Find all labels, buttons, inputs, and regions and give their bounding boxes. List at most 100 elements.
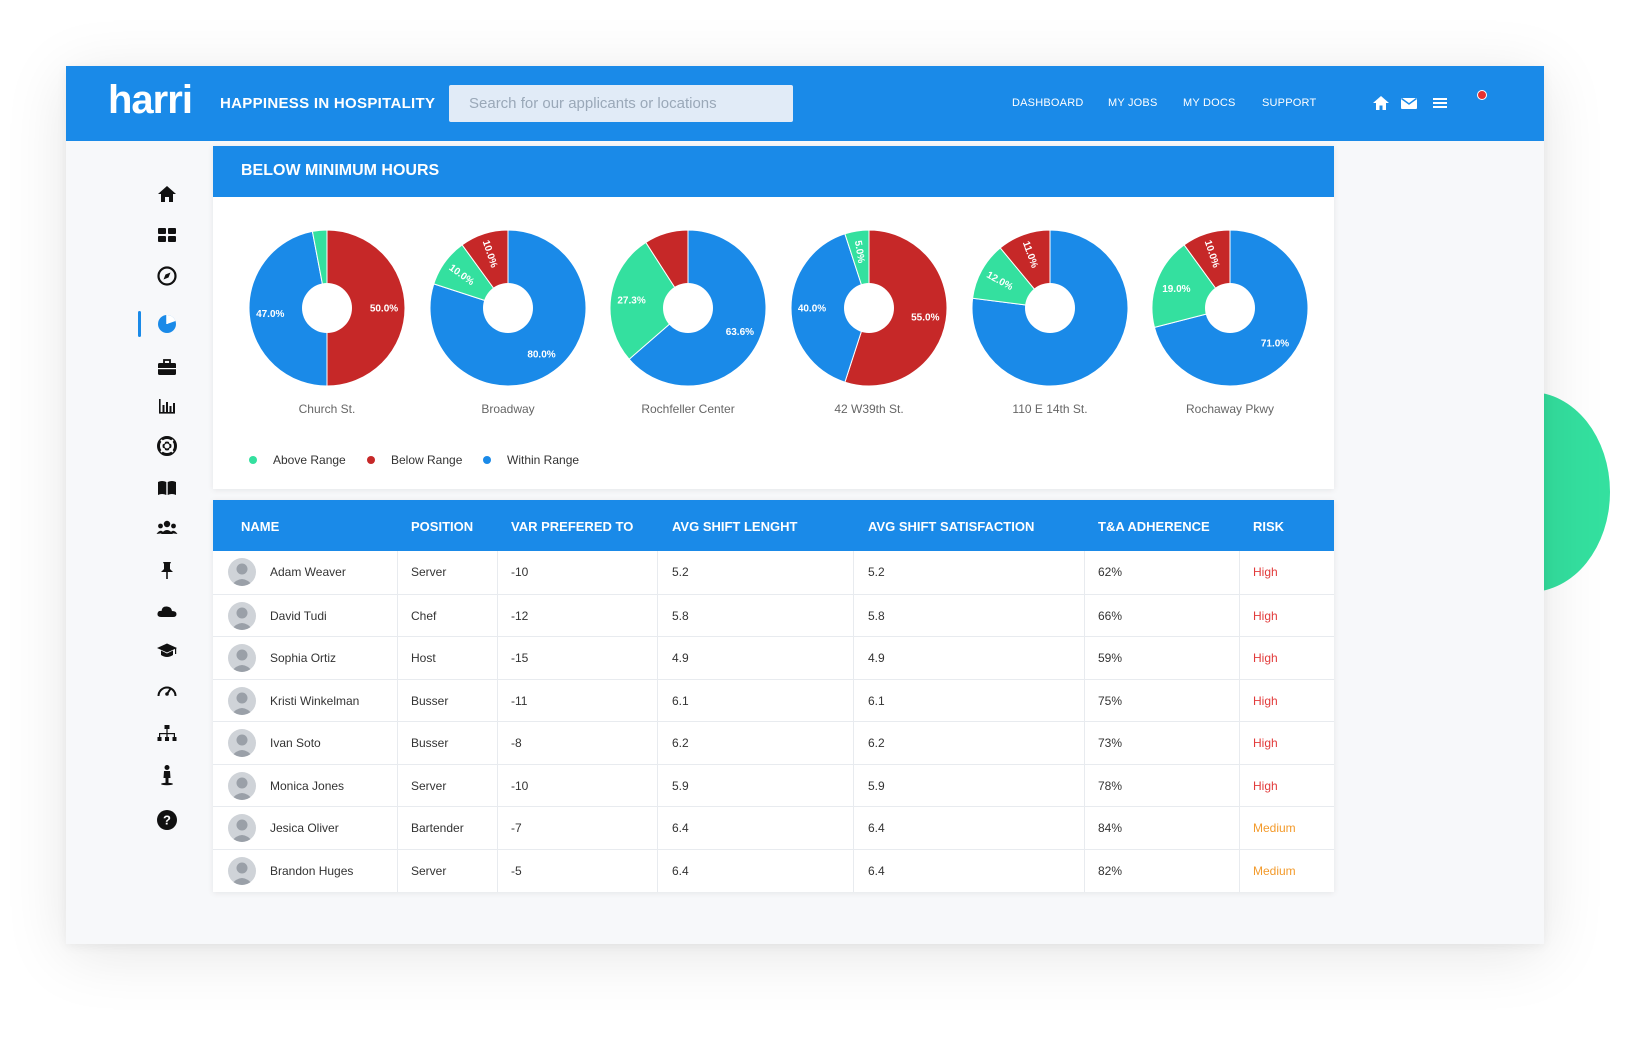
pie-location-label: 110 E 14th St. — [1012, 402, 1088, 416]
legend-dot-above — [249, 456, 257, 464]
pie-chart: 63.6% 27.3% Rochfeller Center — [610, 230, 766, 430]
nav-my-docs[interactable]: MY DOCS — [1183, 97, 1236, 109]
cloud-icon[interactable] — [156, 600, 178, 622]
table-row[interactable]: Kristi Winkelman Busser -11 6.1 6.1 75% High — [213, 678, 1334, 723]
employee-name[interactable]: Sophia Ortiz — [270, 651, 337, 665]
cell-length: 5.9 — [672, 778, 689, 793]
cell-var: -15 — [511, 651, 529, 665]
menu-icon[interactable] — [1430, 93, 1450, 113]
briefcase-icon[interactable] — [156, 356, 178, 378]
notification-badge — [1477, 90, 1487, 100]
help-icon[interactable]: ? — [156, 809, 178, 831]
pie-slice[interactable] — [844, 230, 947, 386]
pie-chart: 50.0% 47.0% Church St. — [249, 230, 405, 430]
cell-risk: High — [1253, 778, 1278, 793]
pie-location-label: Church St. — [298, 402, 356, 416]
below-minimum-hours-card: BELOW MINIMUM HOURS 50.0% 47.0% Church St.… — [213, 146, 1334, 489]
table-row[interactable]: Monica Jones Server -10 5.9 5.9 78% High — [213, 763, 1334, 808]
pie-svg: 80.0%10.0%10.0% — [430, 230, 586, 386]
legend-label: Below Range — [391, 453, 463, 467]
cell-adherence: 66% — [1098, 608, 1123, 623]
pie-slice-label: 19.0% — [1162, 284, 1190, 295]
pie-slice[interactable] — [326, 230, 405, 386]
search-input[interactable] — [449, 85, 793, 122]
cell-risk: High — [1253, 651, 1278, 665]
employee-name[interactable]: Brandon Huges — [270, 863, 354, 878]
pie-slice[interactable] — [249, 230, 328, 386]
home-icon[interactable] — [156, 183, 178, 205]
legend-dot-within — [483, 456, 491, 464]
nav-my-jobs[interactable]: MY JOBS — [1108, 97, 1158, 109]
employee-name[interactable]: Monica Jones — [270, 778, 345, 793]
lifebuoy-icon[interactable] — [156, 435, 178, 457]
person-icon[interactable] — [156, 764, 178, 786]
avatar — [228, 729, 256, 757]
column-divider — [497, 551, 498, 892]
pie-location-label: 42 W39th St. — [834, 402, 904, 416]
table-row[interactable]: Jesica Oliver Bartender -7 6.4 6.4 84% Medium — [213, 806, 1334, 850]
book-icon[interactable] — [156, 477, 178, 499]
employee-name[interactable]: David Tudi — [270, 608, 327, 623]
avatar — [228, 601, 256, 630]
pie-chart: 71.0% 19.0% 10.0% Rochaway Pkwy — [1152, 230, 1308, 430]
column-header[interactable]: VAR PREFERED TO — [511, 519, 634, 534]
avatar — [228, 814, 256, 842]
pie-slice[interactable] — [791, 233, 870, 383]
dashboard-icon[interactable] — [156, 224, 178, 246]
cell-var: -10 — [511, 565, 529, 579]
employee-name[interactable]: Ivan Soto — [270, 736, 321, 750]
cell-position: Chef — [411, 608, 437, 623]
home-icon[interactable] — [1371, 93, 1391, 113]
cell-position: Busser — [411, 693, 449, 708]
column-header[interactable]: POSITION — [411, 519, 474, 534]
pie-center-hole — [1205, 283, 1255, 333]
cell-risk: High — [1253, 565, 1278, 579]
cell-length: 5.8 — [672, 608, 689, 623]
cell-length: 4.9 — [672, 651, 689, 665]
column-header[interactable]: T&A ADHERENCE — [1098, 519, 1210, 534]
harri-logo[interactable]: harri — [108, 78, 193, 122]
cell-position: Host — [411, 651, 436, 665]
org-chart-icon[interactable] — [156, 723, 178, 745]
mail-icon[interactable] — [1399, 93, 1419, 113]
employee-name[interactable]: Kristi Winkelman — [270, 693, 360, 708]
cell-length: 6.4 — [672, 863, 689, 878]
nav-support[interactable]: SUPPORT — [1262, 97, 1317, 109]
table-row[interactable]: Brandon Huges Server -5 6.4 6.4 82% Medium — [213, 848, 1334, 893]
cell-length: 6.2 — [672, 736, 689, 750]
cell-adherence: 59% — [1098, 651, 1123, 665]
users-icon[interactable] — [156, 517, 178, 539]
table-row[interactable]: Sophia Ortiz Host -15 4.9 4.9 59% High — [213, 636, 1334, 680]
pie-chart: 12.0% 11.0% 110 E 14th St. — [972, 230, 1128, 430]
cell-var: -7 — [511, 821, 522, 835]
cell-satisfaction: 5.8 — [868, 608, 885, 623]
column-header[interactable]: NAME — [241, 519, 280, 534]
compass-icon[interactable] — [156, 265, 178, 287]
employee-name[interactable]: Jesica Oliver — [270, 821, 339, 835]
cell-adherence: 62% — [1098, 565, 1123, 579]
avatar — [228, 644, 256, 672]
cell-adherence: 73% — [1098, 736, 1123, 750]
pie-chart-icon[interactable] — [156, 313, 178, 335]
column-header[interactable]: RISK — [1253, 519, 1285, 534]
speedometer-icon[interactable] — [156, 680, 178, 702]
table-row[interactable]: Ivan Soto Busser -8 6.2 6.2 73% High — [213, 721, 1334, 765]
card-header: BELOW MINIMUM HOURS — [213, 146, 1334, 197]
nav-dashboard[interactable]: DASHBOARD — [1012, 97, 1084, 109]
tagline: HAPPINESS IN HOSPITALITY — [220, 95, 436, 112]
column-header[interactable]: AVG SHIFT SATISFACTION — [868, 519, 1035, 534]
cell-length: 6.4 — [672, 821, 689, 835]
table-row[interactable]: Adam Weaver Server -10 5.2 5.2 62% High — [213, 551, 1334, 594]
pin-icon[interactable] — [156, 559, 178, 581]
graduation-cap-icon[interactable] — [156, 640, 178, 662]
column-divider — [853, 551, 854, 892]
column-header[interactable]: AVG SHIFT LENGHT — [672, 519, 798, 534]
employee-name[interactable]: Adam Weaver — [270, 565, 346, 579]
table-row[interactable]: David Tudi Chef -12 5.8 5.8 66% High — [213, 593, 1334, 638]
bar-chart-icon[interactable] — [156, 395, 178, 417]
column-divider — [1239, 551, 1240, 892]
cell-risk: High — [1253, 693, 1278, 708]
pie-slice[interactable] — [610, 241, 689, 360]
pie-svg: 12.0%11.0% — [972, 230, 1128, 386]
cell-satisfaction: 4.9 — [868, 651, 885, 665]
